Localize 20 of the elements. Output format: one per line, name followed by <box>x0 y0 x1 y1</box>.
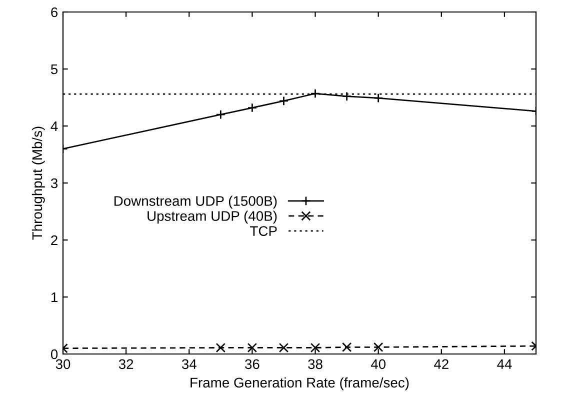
y-tick-label: 2 <box>51 235 58 246</box>
y-tick-label: 1 <box>51 292 58 302</box>
y-tick-label: 3 <box>50 178 58 188</box>
x-axis-title: Frame Generation Rate (frame/sec) <box>190 377 409 390</box>
y-tick-label: 0 <box>50 349 58 360</box>
y-tick-label: 6 <box>51 7 58 18</box>
x-tick-label: 38 <box>308 359 322 370</box>
x-tick-label: 32 <box>118 359 134 370</box>
legend-label: Downstream UDP (1500B) <box>114 196 277 209</box>
legend-label: Upstream UDP (40B) <box>148 210 277 224</box>
x-tick-label: 34 <box>182 359 196 370</box>
x-tick-label: 36 <box>245 359 260 370</box>
y-tick-label: 5 <box>50 64 58 74</box>
x-tick-label: 44 <box>497 359 512 369</box>
y-tick-label: 4 <box>50 121 58 132</box>
x-tick-label: 30 <box>56 359 70 370</box>
y-axis-title: Throughput (Mb/s) <box>32 126 45 240</box>
legend-label: TCP <box>250 226 277 236</box>
x-tick-label: 40 <box>370 359 386 370</box>
x-tick-label: 42 <box>434 359 448 369</box>
